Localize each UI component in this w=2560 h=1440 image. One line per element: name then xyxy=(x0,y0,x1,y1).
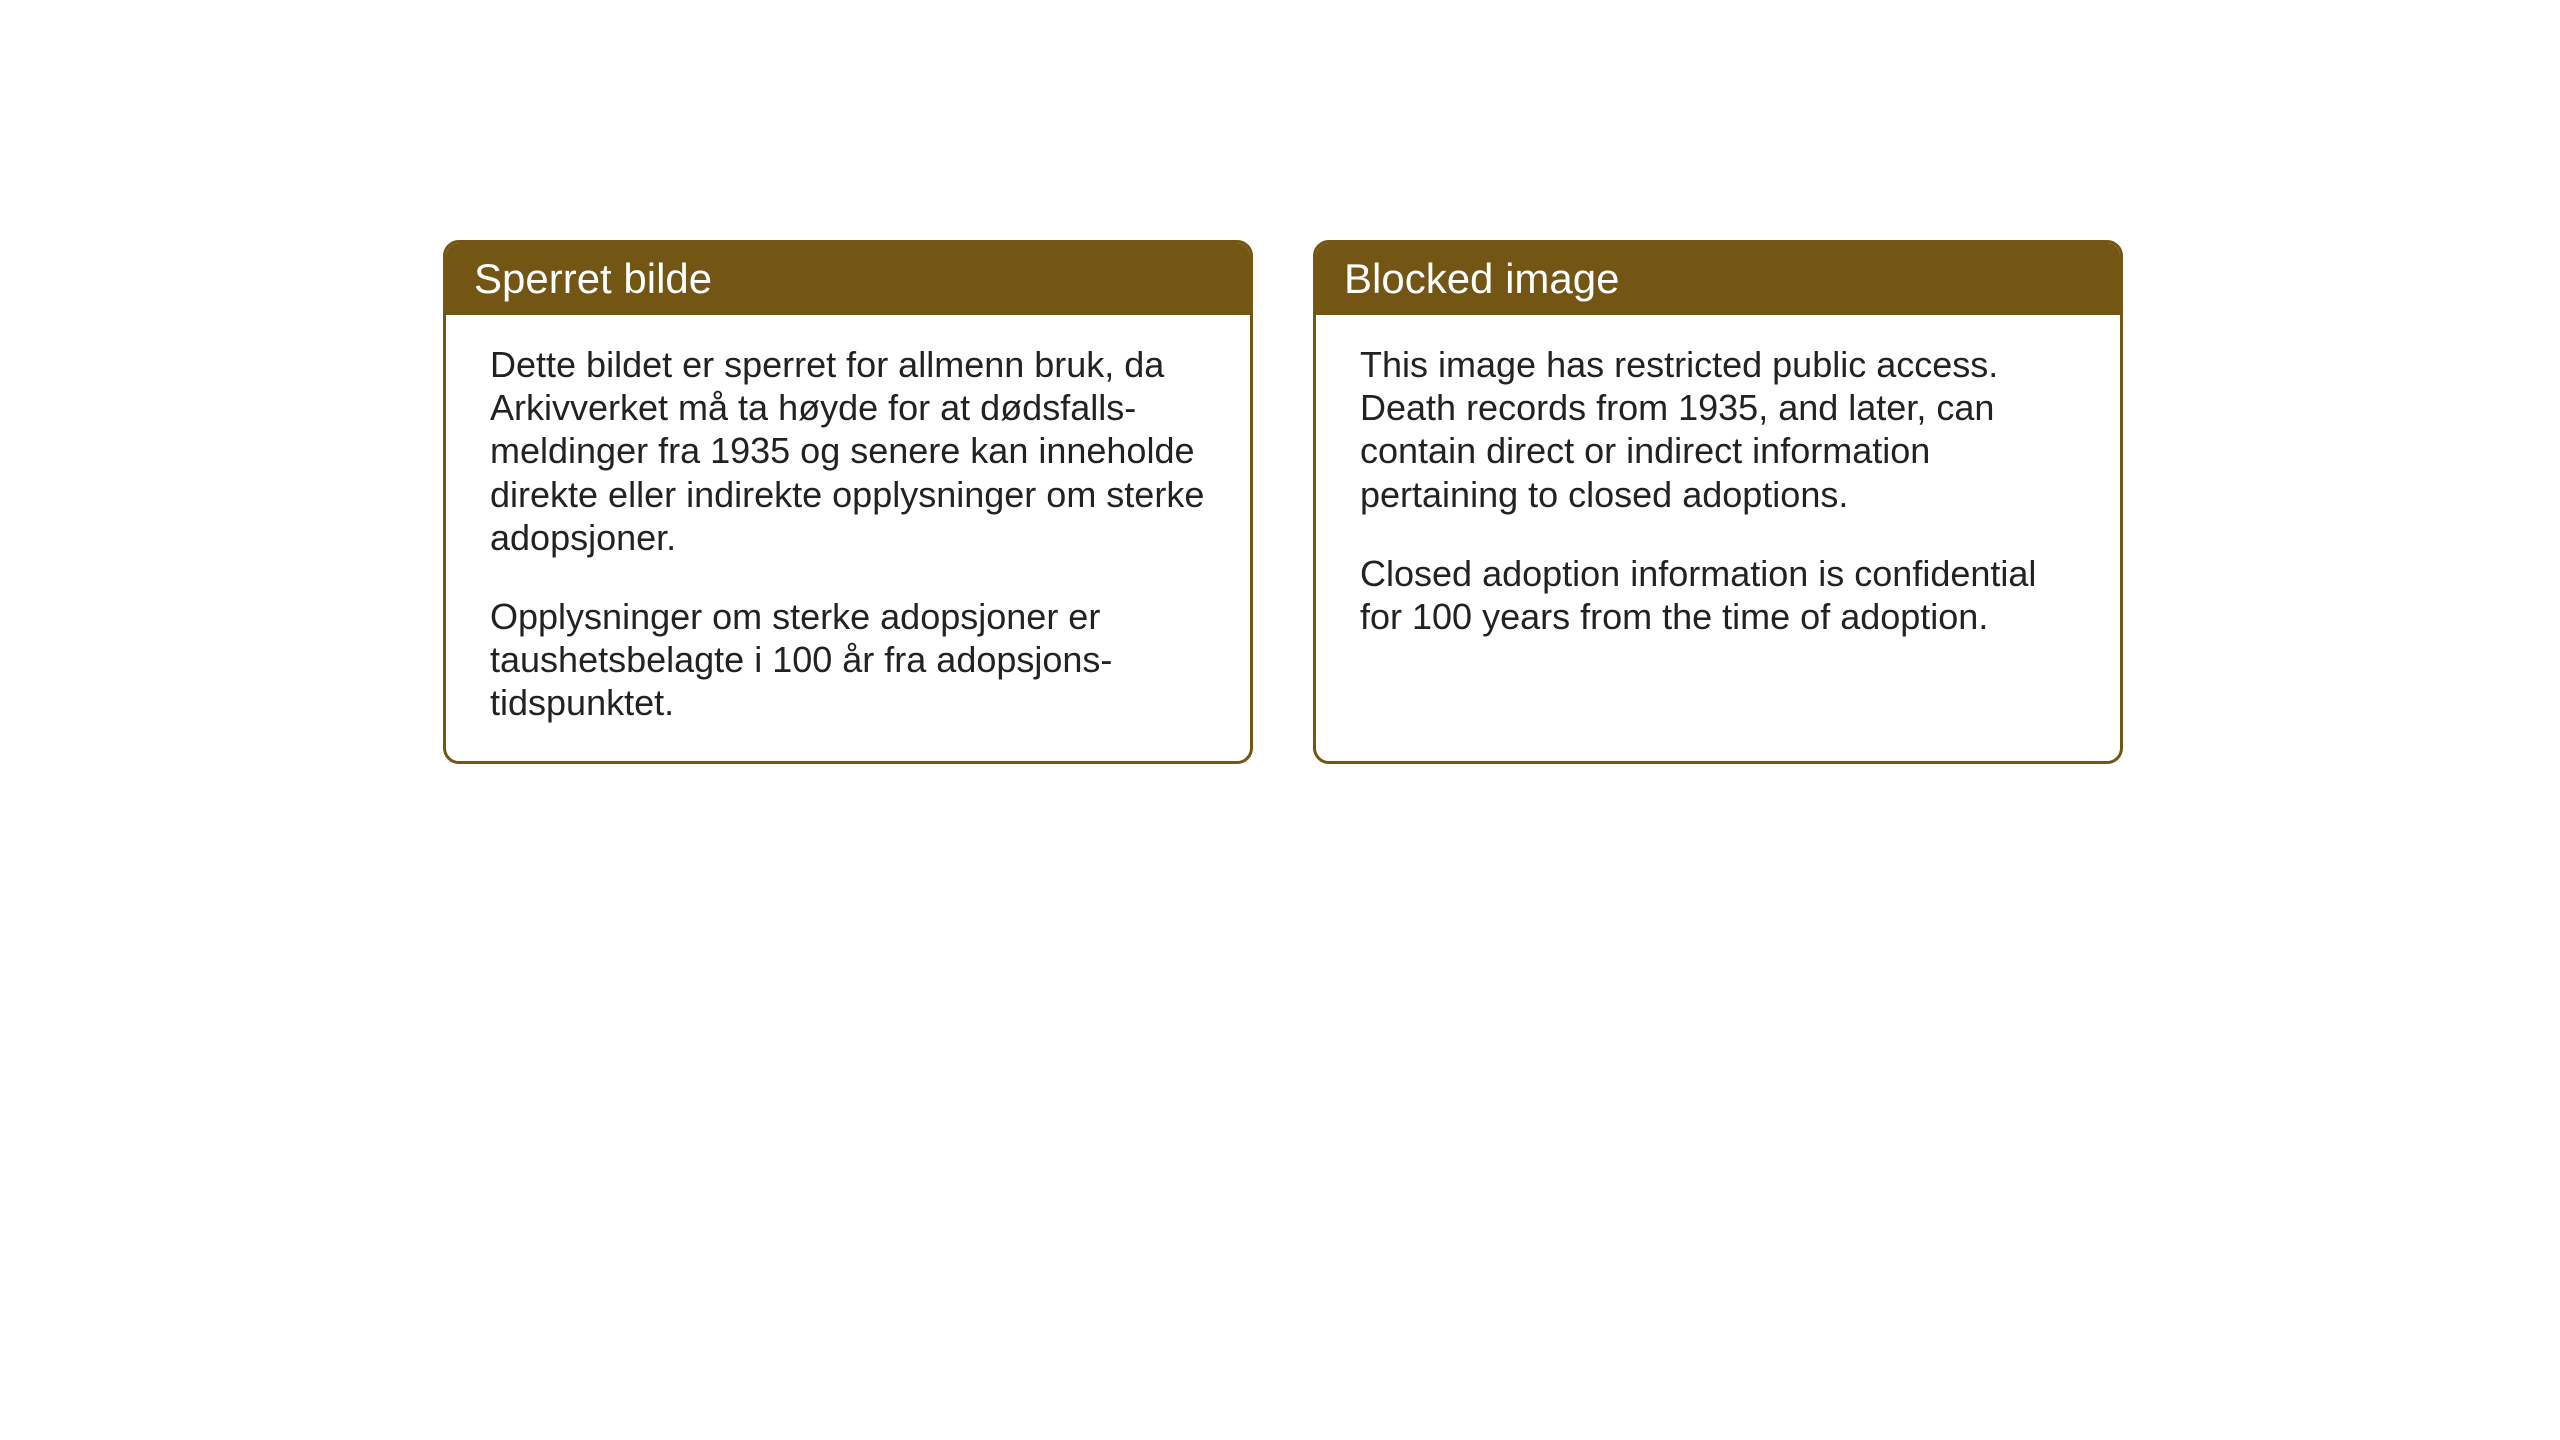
card-paragraph-2-norwegian: Opplysninger om sterke adopsjoner er tau… xyxy=(490,595,1206,725)
notice-card-norwegian: Sperret bilde Dette bildet er sperret fo… xyxy=(443,240,1253,764)
notice-container: Sperret bilde Dette bildet er sperret fo… xyxy=(443,240,2123,764)
card-body-english: This image has restricted public access.… xyxy=(1316,315,2120,735)
card-paragraph-1-norwegian: Dette bildet er sperret for allmenn bruk… xyxy=(490,343,1206,559)
card-header-norwegian: Sperret bilde xyxy=(446,243,1250,315)
card-paragraph-2-english: Closed adoption information is confident… xyxy=(1360,552,2076,638)
card-title-english: Blocked image xyxy=(1344,255,1619,302)
card-body-norwegian: Dette bildet er sperret for allmenn bruk… xyxy=(446,315,1250,761)
card-paragraph-1-english: This image has restricted public access.… xyxy=(1360,343,2076,516)
card-header-english: Blocked image xyxy=(1316,243,2120,315)
card-title-norwegian: Sperret bilde xyxy=(474,255,712,302)
notice-card-english: Blocked image This image has restricted … xyxy=(1313,240,2123,764)
